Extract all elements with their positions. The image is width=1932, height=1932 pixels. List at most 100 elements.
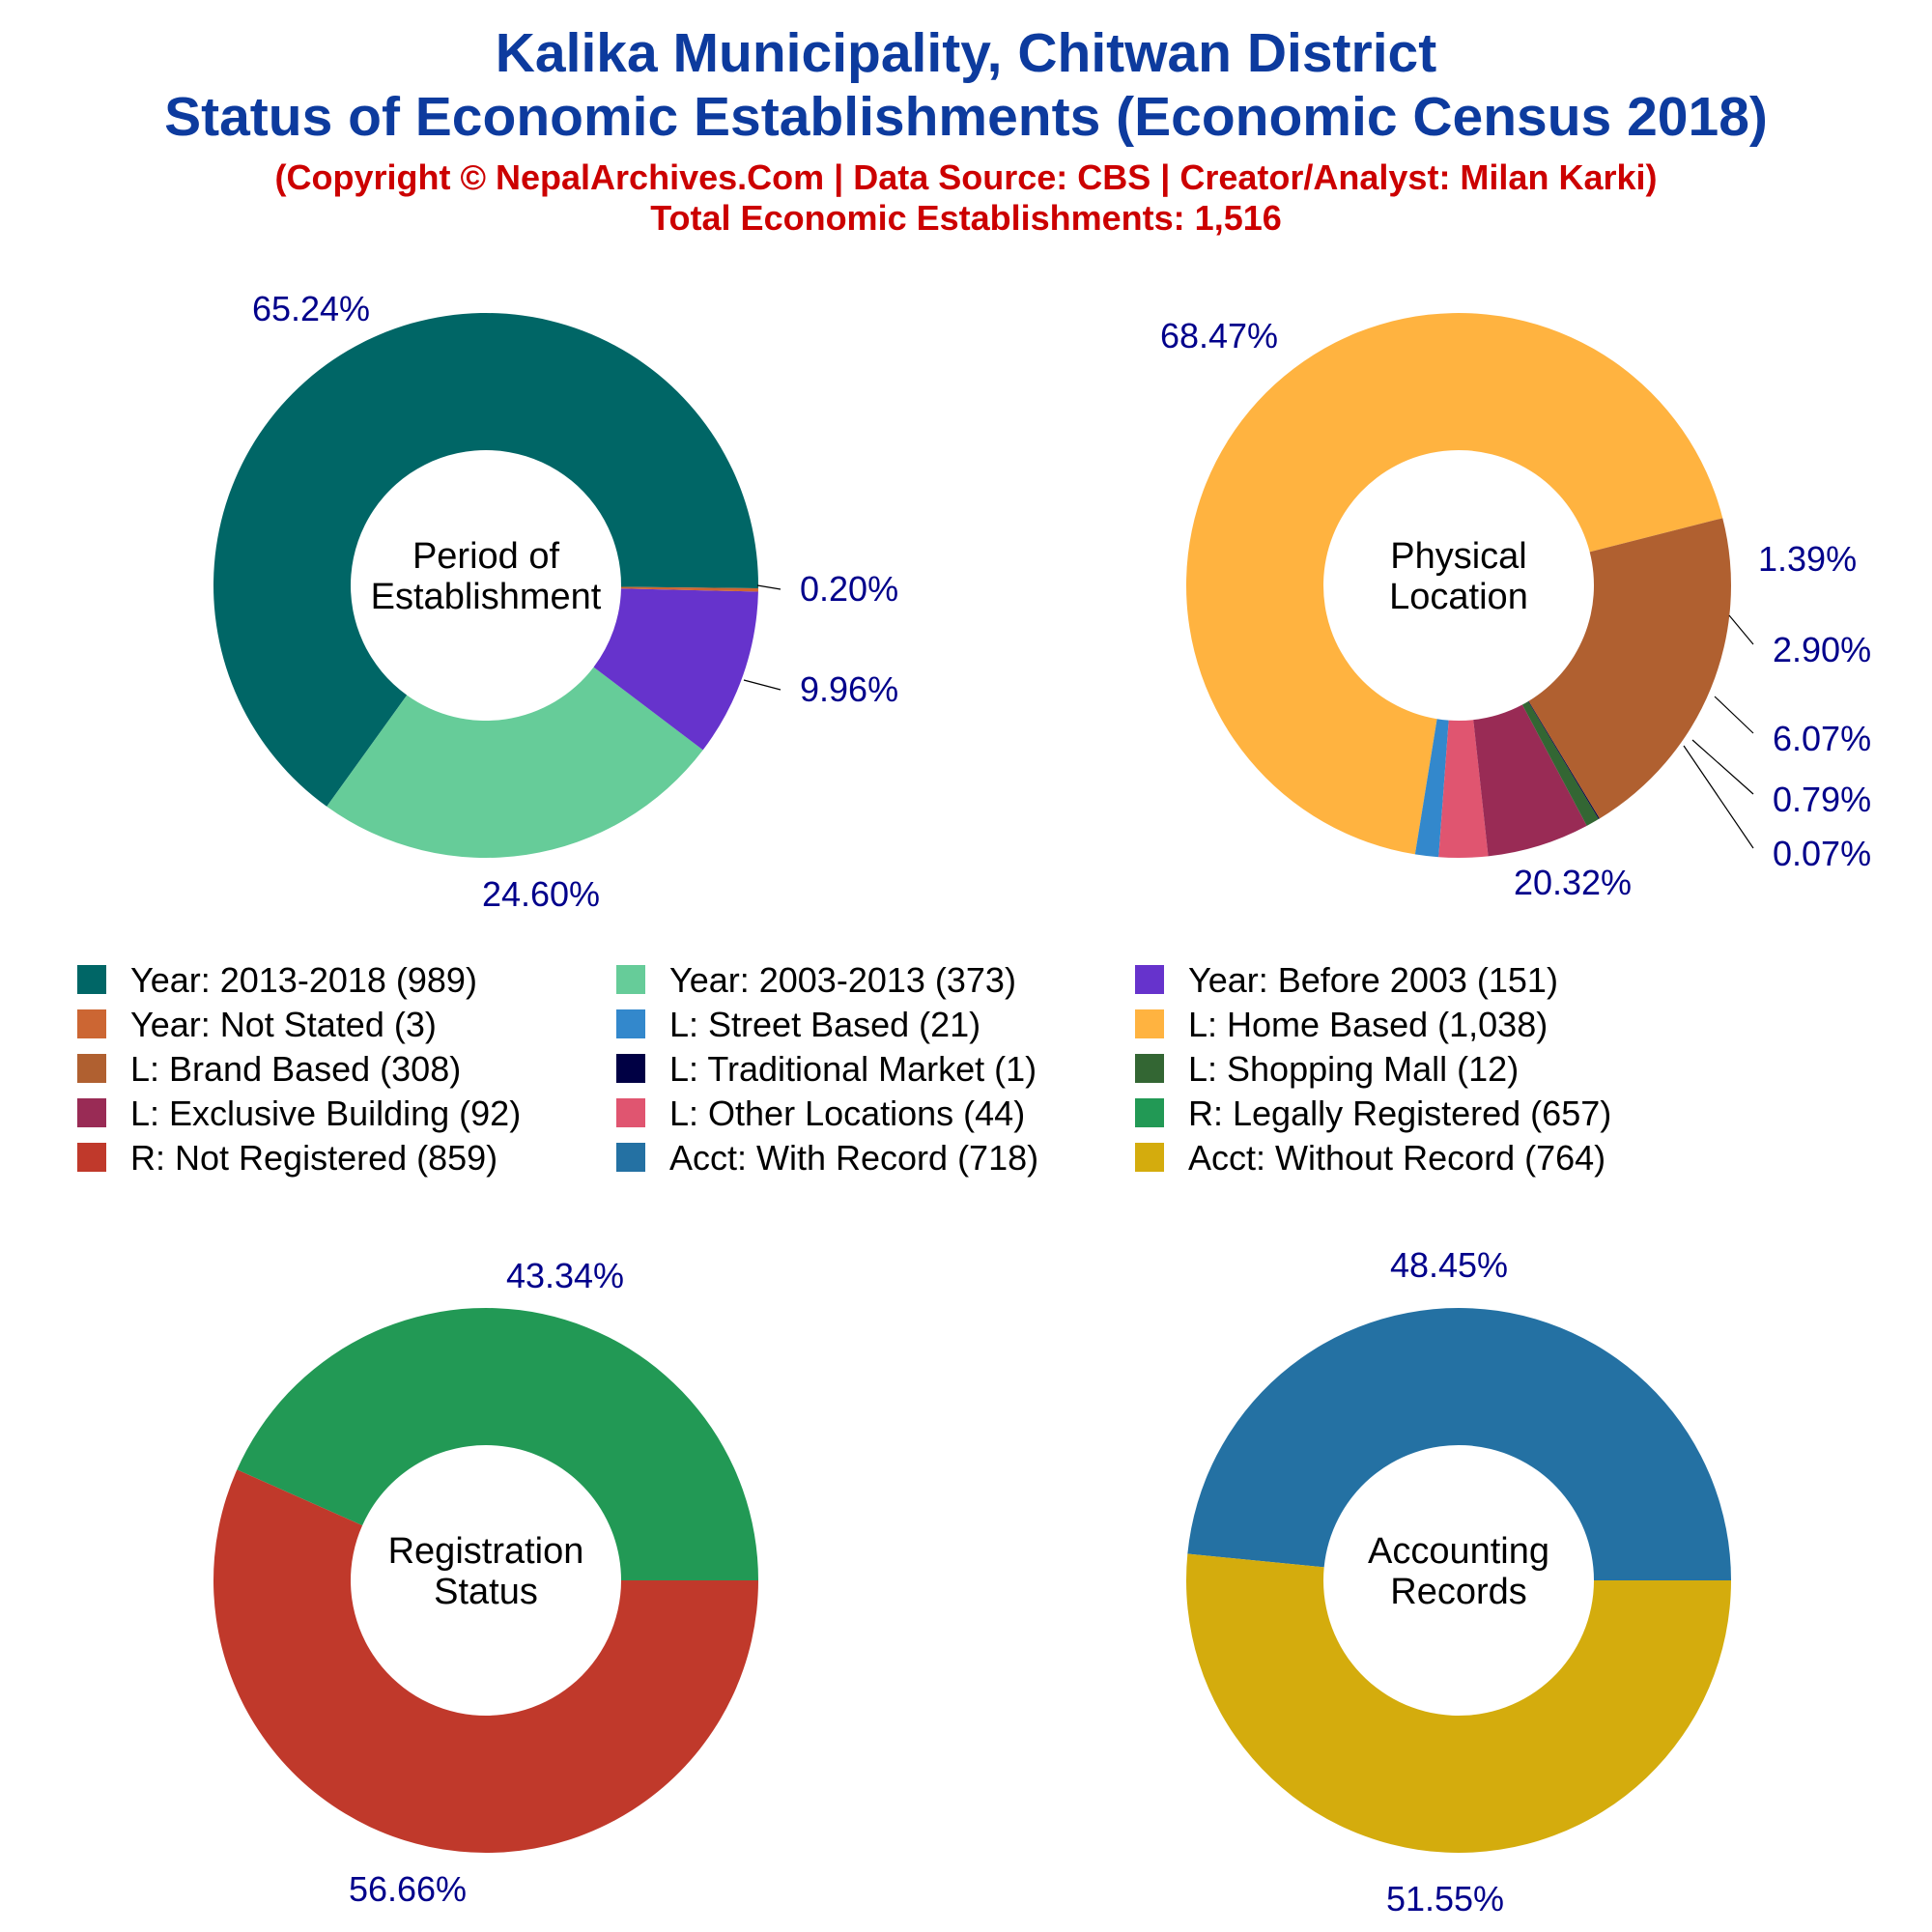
legend-item: L: Home Based (1,038): [1135, 1005, 1548, 1044]
legend-label: Year: 2003-2013 (373): [669, 960, 1016, 1000]
donut-2-percent-label: 1.39%: [1758, 539, 1857, 579]
legend-item: L: Brand Based (308): [77, 1049, 461, 1089]
legend-item: L: Other Locations (44): [616, 1094, 1025, 1133]
legend-label: Acct: With Record (718): [669, 1138, 1038, 1178]
legend-swatch: [616, 965, 645, 994]
legend-swatch: [77, 1009, 106, 1038]
donut-1-leader-line: [756, 584, 781, 590]
donut-2-percent-label: 20.32%: [1514, 863, 1632, 902]
legend-label: Year: Not Stated (3): [130, 1005, 437, 1044]
legend-swatch: [616, 1143, 645, 1172]
donut-2-center-label: Location: [1389, 577, 1528, 617]
donut-3-slice-1: [237, 1308, 758, 1580]
legend-label: L: Home Based (1,038): [1188, 1005, 1548, 1044]
donut-3-center-label: Status: [434, 1572, 538, 1612]
legend-swatch: [616, 1009, 645, 1038]
legend-item: Acct: With Record (718): [616, 1138, 1038, 1178]
legend-item: Year: 2013-2018 (989): [77, 960, 477, 1000]
donut-1-slice-3: [593, 588, 758, 751]
chart-title-line2: Status of Economic Establishments (Econo…: [164, 86, 1768, 148]
donut-2-percent-label: 68.47%: [1160, 316, 1278, 355]
legend-swatch: [77, 1098, 106, 1127]
donut-1-percent-label: 9.96%: [800, 669, 898, 709]
donut-4-percent-label: 48.45%: [1390, 1245, 1508, 1285]
legend-item: Acct: Without Record (764): [1135, 1138, 1605, 1178]
donut-1-slice-1: [213, 312, 759, 807]
donut-4-slice-2: [1185, 1553, 1731, 1854]
donut-2-slice-2: [1414, 719, 1449, 858]
donut-1-slice-2: [327, 667, 703, 858]
donut-3-slice-2: [213, 1469, 759, 1854]
legend-swatch: [77, 965, 106, 994]
donut-4-center-label: Accounting: [1368, 1531, 1549, 1572]
total-establishments: Total Economic Establishments: 1,516: [650, 198, 1282, 238]
donut-4-percent-label: 51.55%: [1386, 1879, 1504, 1918]
legend: Year: 2013-2018 (989) Year: 2003-2013 (37…: [77, 960, 1611, 1178]
legend-label: Year: Before 2003 (151): [1188, 960, 1558, 1000]
chart-title-line1: Kalika Municipality, Chitwan District: [496, 22, 1436, 84]
legend-label: L: Exclusive Building (92): [130, 1094, 521, 1133]
legend-label: L: Brand Based (308): [130, 1049, 461, 1089]
donut-2-slice-3: [1438, 720, 1489, 858]
legend-label: R: Not Registered (859): [130, 1138, 497, 1178]
legend-swatch: [1135, 965, 1164, 994]
legend-item: Year: 2003-2013 (373): [616, 960, 1016, 1000]
donut-2-percent-label: 0.79%: [1773, 780, 1871, 819]
donut-2-slice-5: [1521, 701, 1599, 826]
donut-2-slice-4: [1473, 704, 1587, 857]
donut-3-center-label: Registration: [388, 1531, 584, 1572]
copyright-line: (Copyright © NepalArchives.Com | Data So…: [275, 157, 1658, 198]
legend-swatch: [1135, 1098, 1164, 1127]
donut-2-slice-6: [1527, 700, 1600, 819]
donut-4-slice-1: [1187, 1308, 1731, 1580]
legend-swatch: [77, 1143, 106, 1172]
legend-swatch: [1135, 1009, 1164, 1038]
donut-2-percent-label: 2.90%: [1773, 630, 1871, 669]
donut-2-percent-label: 0.07%: [1773, 834, 1871, 873]
donut-2-leader-line: [1691, 739, 1754, 795]
legend-swatch: [1135, 1054, 1164, 1083]
legend-item: L: Traditional Market (1): [616, 1049, 1037, 1089]
donut-2-slice-1: [1186, 313, 1723, 855]
donut-3-percent-label: 56.66%: [349, 1869, 467, 1909]
donut-3-percent-label: 43.34%: [506, 1256, 624, 1295]
legend-item: R: Not Registered (859): [77, 1138, 497, 1178]
donut-2-leader-line: [1683, 745, 1754, 849]
legend-item: L: Exclusive Building (92): [77, 1094, 521, 1133]
legend-item: Year: Not Stated (3): [77, 1005, 437, 1044]
donut-1-percent-label: 0.20%: [800, 569, 898, 609]
legend-swatch: [1135, 1143, 1164, 1172]
legend-swatch: [616, 1054, 645, 1083]
donut-4-center-label: Records: [1390, 1572, 1527, 1612]
legend-label: R: Legally Registered (657): [1188, 1094, 1611, 1133]
legend-label: L: Street Based (21): [669, 1005, 980, 1044]
legend-item: L: Street Based (21): [616, 1005, 980, 1044]
legend-swatch: [77, 1054, 106, 1083]
legend-label: L: Other Locations (44): [669, 1094, 1025, 1133]
legend-label: L: Shopping Mall (12): [1188, 1049, 1519, 1089]
donut-1-slice-4: [620, 586, 758, 592]
donut-1-percent-label: 24.60%: [482, 874, 600, 914]
legend-label: Acct: Without Record (764): [1188, 1138, 1605, 1178]
legend-item: L: Shopping Mall (12): [1135, 1049, 1519, 1089]
legend-item: R: Legally Registered (657): [1135, 1094, 1611, 1133]
donut-2-percent-label: 6.07%: [1773, 719, 1871, 758]
donut-2-slice-7: [1528, 518, 1731, 819]
legend-item: Year: Before 2003 (151): [1135, 960, 1558, 1000]
donut-2-leader-line: [1728, 614, 1754, 645]
donut-2-center-label: Physical: [1390, 536, 1527, 577]
legend-swatch: [616, 1098, 645, 1127]
donut-1-leader-line: [743, 679, 781, 691]
donut-2-leader-line: [1714, 696, 1754, 734]
donut-1-center-label: Establishment: [371, 577, 602, 617]
donut-1-center-label: Period of: [412, 536, 560, 577]
donut-1-percent-label: 65.24%: [252, 289, 370, 328]
legend-label: L: Traditional Market (1): [669, 1049, 1037, 1089]
legend-label: Year: 2013-2018 (989): [130, 960, 477, 1000]
